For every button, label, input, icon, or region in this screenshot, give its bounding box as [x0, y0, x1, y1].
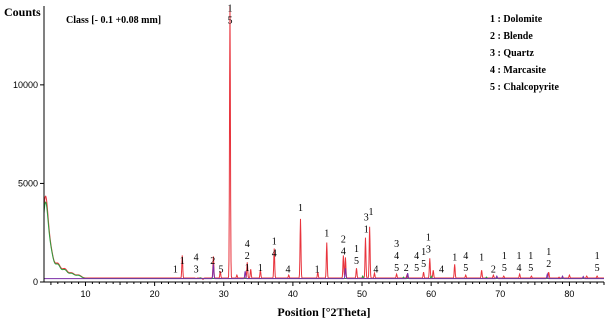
peak-label-19-1: 3 [394, 239, 399, 250]
legend-item-1: 1 : Dolomite [490, 14, 543, 25]
x-tick-label-70: 70 [495, 289, 505, 299]
peak-label-3-1: 4 [194, 253, 199, 264]
peak-label-25-1: 1 [452, 252, 457, 263]
peak-label-7-3: 1 [245, 263, 250, 274]
peak-label-12-1: 1 [315, 265, 320, 276]
peak-label-6-2: 5 [228, 16, 233, 27]
peak-label-26-2: 5 [463, 263, 468, 274]
x-axis-title: Position [°2Theta] [277, 305, 370, 319]
peak-label-26-1: 4 [463, 251, 468, 262]
peak-label-21-1: 4 [414, 251, 419, 262]
peak-label-21-2: 5 [414, 263, 419, 274]
peak-label-16-1: 3 [364, 213, 369, 224]
series-line-3 [44, 264, 604, 280]
y-tick-label-5000: 5000 [18, 178, 38, 188]
peak-label-20-1: 2 [404, 263, 409, 274]
plot-frame [44, 6, 604, 282]
peak-label-9-2: 4 [272, 248, 277, 259]
legend: 1 : Dolomite 2 : Blende 3 : Quartz 4 : Marc… [490, 14, 559, 93]
peak-label-11-1: 1 [298, 203, 303, 214]
y-axis-title: Counts [4, 5, 41, 19]
peak-label-13-1: 1 [324, 229, 329, 240]
peak-label-30-2: 4 [517, 263, 522, 274]
y-tick-label-0: 0 [33, 277, 38, 287]
ticks-group: 10 20 30 40 50 60 70 80 5000 10000 0 [13, 80, 605, 299]
x-tick-label-50: 50 [357, 289, 367, 299]
peak-label-19-3: 5 [394, 263, 399, 274]
peak-label-32-2: 2 [546, 259, 551, 270]
peak-label-5-1: 5 [219, 265, 224, 276]
peak-label-22-2: 5 [421, 259, 426, 270]
peak-label-15-2: 5 [354, 256, 359, 267]
peak-label-33-1: 1 [595, 251, 600, 262]
x-tick-label-30: 30 [219, 289, 229, 299]
peak-label-33-2: 5 [595, 263, 600, 274]
peak-label-28-1: 2 [491, 265, 496, 276]
peak-label-31-1: 1 [528, 251, 533, 262]
peak-label-9-1: 1 [272, 236, 277, 247]
peak-label-29-1: 1 [502, 251, 507, 262]
peak-label-24-1: 4 [439, 265, 444, 276]
peak-label-19-2: 4 [394, 251, 399, 262]
peak-label-15-1: 1 [354, 244, 359, 255]
peak-label-7-2: 2 [245, 251, 250, 262]
peak-label-4-1: 2 [210, 256, 215, 267]
peak-label-18-1: 4 [373, 265, 378, 276]
peak-label-10-1: 4 [286, 265, 291, 276]
peak-label-27-1: 1 [479, 252, 484, 263]
legend-item-4: 4 : Marcasite [490, 65, 546, 76]
peak-label-6-1: 1 [228, 4, 233, 15]
peak-label-1-1: 1 [173, 265, 178, 276]
peak-label-31-2: 5 [528, 263, 533, 274]
legend-item-3: 3 : Quartz [490, 48, 534, 59]
peak-label-14-2: 4 [341, 246, 346, 257]
chart-title: Class [- 0.1 +0.08 mm] [66, 15, 161, 26]
x-tick-label-60: 60 [426, 289, 436, 299]
x-tick-label-20: 20 [150, 289, 160, 299]
peak-label-7-1: 4 [245, 239, 250, 250]
peak-label-32-1: 1 [546, 247, 551, 258]
legend-item-2: 2 : Blende [490, 31, 533, 42]
peak-label-2-1: 1 [180, 256, 185, 267]
x-tick-label-80: 80 [564, 289, 574, 299]
legend-item-5: 5 : Chalcopyrite [490, 82, 559, 93]
peak-label-23-2: 3 [426, 244, 431, 255]
x-tick-label-40: 40 [288, 289, 298, 299]
peak-label-23-1: 1 [426, 232, 431, 243]
peak-label-14-1: 2 [341, 234, 346, 245]
peak-label-17-1: 1 [369, 207, 374, 218]
peak-label-29-2: 5 [502, 263, 507, 274]
series-group [43, 5, 604, 281]
peak-label-22-1: 1 [421, 247, 426, 258]
peak-label-30-1: 1 [517, 251, 522, 262]
peak-label-3-2: 3 [194, 265, 199, 276]
peak-label-16-2: 1 [364, 225, 369, 236]
peak-label-8-1: 1 [258, 263, 263, 274]
x-tick-label-10: 10 [80, 289, 90, 299]
y-tick-label-10000: 10000 [13, 80, 38, 90]
